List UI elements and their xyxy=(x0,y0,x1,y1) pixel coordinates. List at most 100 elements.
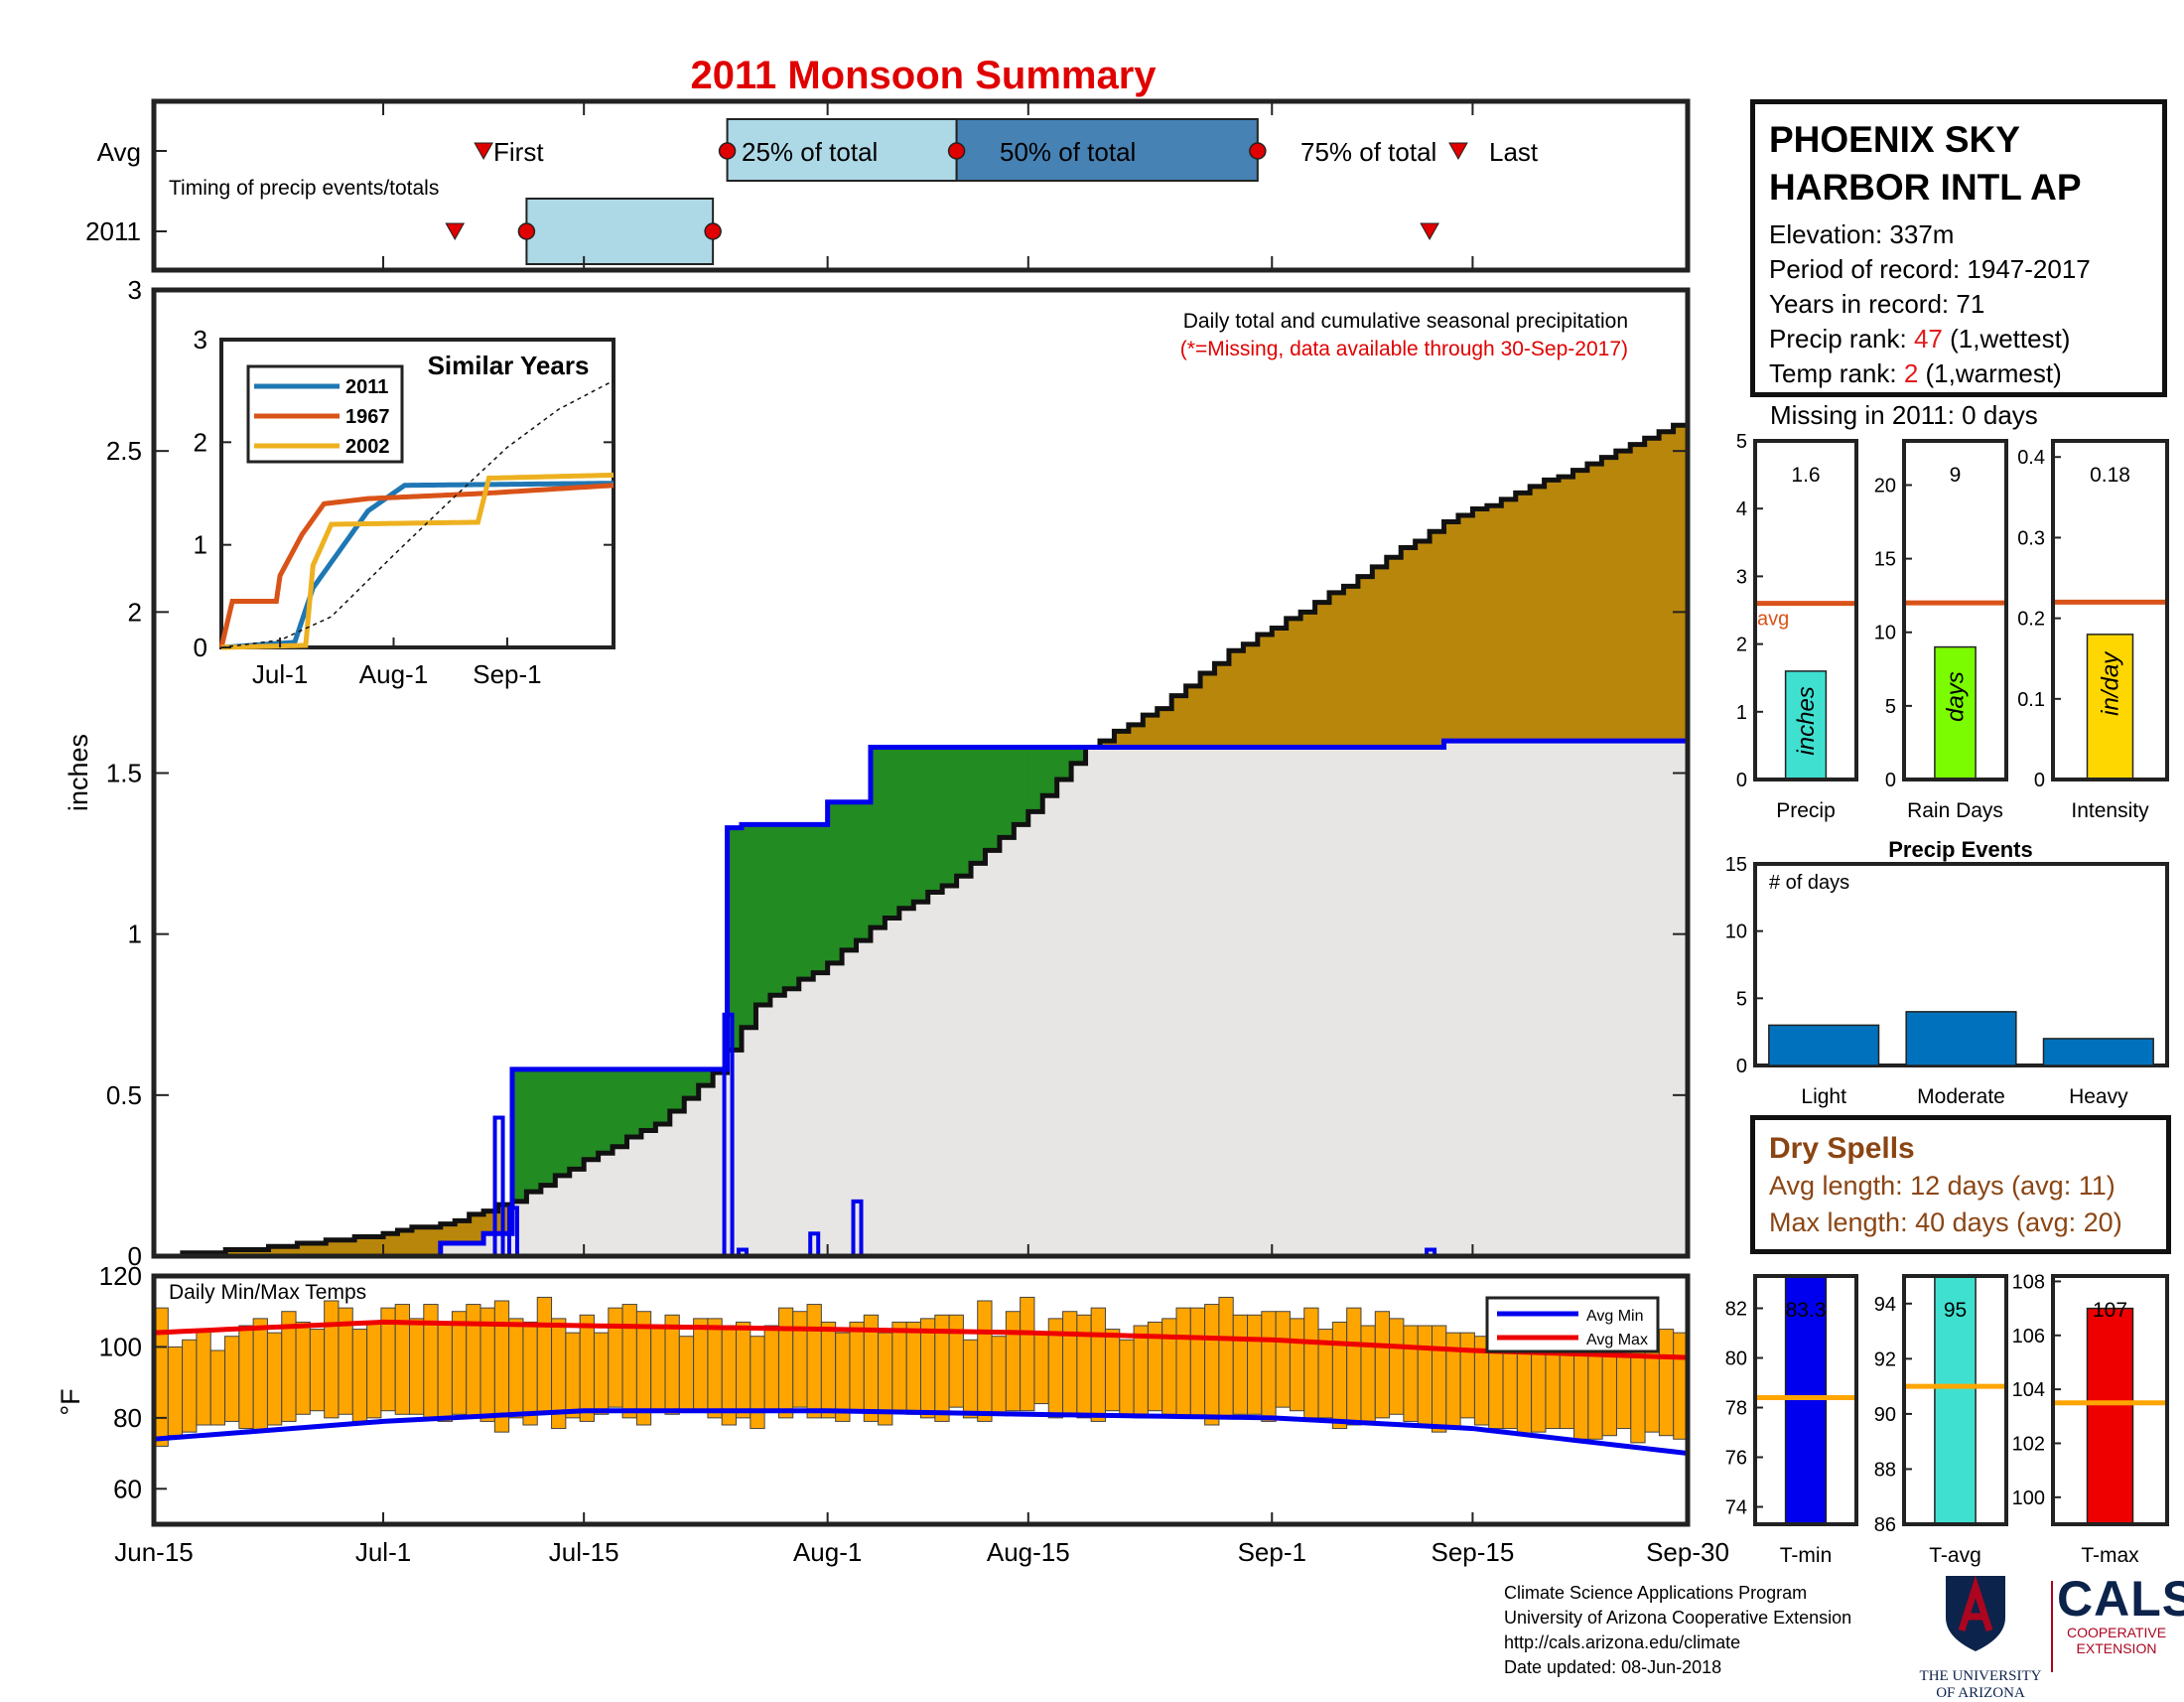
avg-min-line xyxy=(153,1408,1689,1457)
deficit-segment xyxy=(1286,618,1301,748)
credits-line3: http://cals.arizona.edu/climate xyxy=(1504,1632,1741,1652)
inset-ytick-label-1: 1 xyxy=(194,530,207,560)
surplus-segment xyxy=(540,1068,556,1186)
date-xtick-label-7: Sep-30 xyxy=(1646,1537,1729,1567)
surplus-segment xyxy=(555,1068,571,1176)
temp-day-bar-56 xyxy=(948,1314,964,1408)
main-caption: Daily total and cumulative seasonal prec… xyxy=(1183,310,1628,333)
temp-day-bar-98 xyxy=(1545,1349,1561,1430)
deficit-segment xyxy=(1257,635,1273,748)
temp-day-bar-7 xyxy=(252,1318,268,1433)
inset-series-1967 xyxy=(218,483,614,648)
tmin-value: 83.3 xyxy=(1786,1299,1827,1322)
temp-ytick-label-2: 100 xyxy=(99,1332,142,1361)
temp-day-bar-20 xyxy=(437,1321,453,1422)
avg-first-marker xyxy=(474,142,493,161)
precip-value: 1.6 xyxy=(1791,464,1820,487)
temp-day-bar-26 xyxy=(522,1321,538,1426)
rain-days-ytick-label-1: 5 xyxy=(1885,696,1896,718)
intensity-value: 0.18 xyxy=(2090,464,2130,487)
temp-day-bar-1 xyxy=(167,1346,184,1437)
temp-day-bar-87 xyxy=(1389,1318,1405,1415)
surplus-segment xyxy=(813,824,829,973)
surplus-segment xyxy=(640,1068,656,1131)
temp-day-bar-67 xyxy=(1104,1329,1121,1412)
deficit-segment xyxy=(1214,663,1230,748)
intensity-ytick-label-4: 0.4 xyxy=(2017,447,2045,469)
cals-logo-text: CALS xyxy=(2057,1571,2184,1627)
temp-day-bar-25 xyxy=(508,1318,524,1419)
timing-label-75: 75% of total xyxy=(1300,137,1436,167)
temp-day-bar-11 xyxy=(309,1329,326,1412)
deficit-segment xyxy=(1228,650,1244,748)
rain-days-ytick-label-3: 15 xyxy=(1874,549,1896,571)
avg-75-marker xyxy=(1249,142,1267,160)
summary-bars: 1.6 inches 0 1 2 3 4 5 Precip avg 9 days 0 5 10 15 20 Rai… xyxy=(1736,431,2169,822)
deficit-segment xyxy=(1601,457,1617,742)
deficit-segment xyxy=(1243,643,1259,748)
inset-ytick-label-2: 2 xyxy=(194,427,207,457)
temp-day-bar-78 xyxy=(1261,1311,1277,1422)
deficit-segment xyxy=(1530,486,1546,742)
deficit-segment xyxy=(326,1239,341,1256)
surplus-segment xyxy=(1071,747,1087,764)
dry-spells-title: Dry Spells xyxy=(1769,1132,1915,1165)
deficit-segment xyxy=(340,1239,355,1256)
timing-label-last: Last xyxy=(1489,137,1539,167)
tmax-label: T-max xyxy=(2081,1544,2139,1567)
deficit-segment xyxy=(254,1249,270,1256)
precip-bar xyxy=(1784,670,1828,780)
ua-logo-shield xyxy=(1946,1575,2005,1651)
deficit-segment xyxy=(1457,515,1474,742)
precip-ytick-label-1: 1 xyxy=(1736,702,1747,724)
surplus-segment xyxy=(613,1068,628,1147)
logo-separator xyxy=(2051,1581,2053,1672)
year-25-marker xyxy=(517,222,536,240)
legend-avg-max: Avg Max xyxy=(1586,1332,1648,1348)
temp-ytick-label-0: 60 xyxy=(113,1474,142,1503)
deficit-segment xyxy=(1272,628,1288,748)
surplus-segment xyxy=(684,1068,700,1099)
deficit-segment xyxy=(1200,672,1216,748)
deficit-segment xyxy=(1114,731,1130,748)
ua-logo-line1: THE UNIVERSITY xyxy=(1919,1668,2042,1684)
deficit-segment xyxy=(354,1236,370,1256)
events-bar-heavy xyxy=(2042,1038,2154,1066)
inset-title: Similar Years xyxy=(428,351,590,380)
temp-day-bar-46 xyxy=(806,1304,822,1419)
cals-logo-sub1: COOPERATIVE xyxy=(2066,1625,2167,1640)
main-y-axis: 0 0.5 1 1.5 2 2.5 3 xyxy=(106,275,1688,1271)
deficit-segment xyxy=(1329,592,1345,748)
surplus-segment xyxy=(569,1068,585,1170)
timing-label-first: First xyxy=(493,137,544,167)
rain-days-ytick-label-0: 0 xyxy=(1885,770,1896,791)
deficit-segment xyxy=(311,1243,327,1256)
deficit-segment xyxy=(1314,602,1330,748)
tmin-label: T-min xyxy=(1780,1544,1833,1567)
date-xtick-label-1: Jul-1 xyxy=(355,1537,411,1567)
intensity-label: Intensity xyxy=(2071,799,2149,822)
deficit-segment xyxy=(1501,498,1517,742)
credits-line1: Climate Science Applications Program xyxy=(1504,1583,1808,1603)
tavg-bar xyxy=(1934,1275,1977,1525)
temp-day-bar-8 xyxy=(266,1332,283,1426)
surplus-segment xyxy=(626,1068,642,1137)
surplus-segment xyxy=(927,747,943,893)
rain-days-unit: days xyxy=(1943,671,1970,722)
temps-ylabel: °F xyxy=(56,1388,85,1415)
precip-rank-label: Precip rank: xyxy=(1769,324,1914,354)
tavg-ytick-label-3: 92 xyxy=(1874,1348,1896,1370)
deficit-segment xyxy=(1544,480,1560,742)
dry-spells-max: Max length: 40 days (avg: 20) xyxy=(1769,1207,2122,1237)
temp-day-bar-86 xyxy=(1374,1311,1391,1419)
tmin-ytick-label-1: 76 xyxy=(1725,1448,1747,1470)
similar-years-inset: 0 1 2 3 Jul-1 Aug-1 Sep-1 Similar Years 2011 1… xyxy=(194,325,615,689)
events-ytick-label-1: 5 xyxy=(1736,988,1747,1010)
deficit-segment xyxy=(1572,470,1588,742)
surplus-segment xyxy=(956,747,972,877)
tavg-ytick-label-4: 94 xyxy=(1874,1294,1896,1316)
temp-day-bar-47 xyxy=(820,1321,837,1419)
timing-row-year: 2011 xyxy=(85,216,141,246)
inset-xtick-label-0: Jul-1 xyxy=(252,659,308,689)
